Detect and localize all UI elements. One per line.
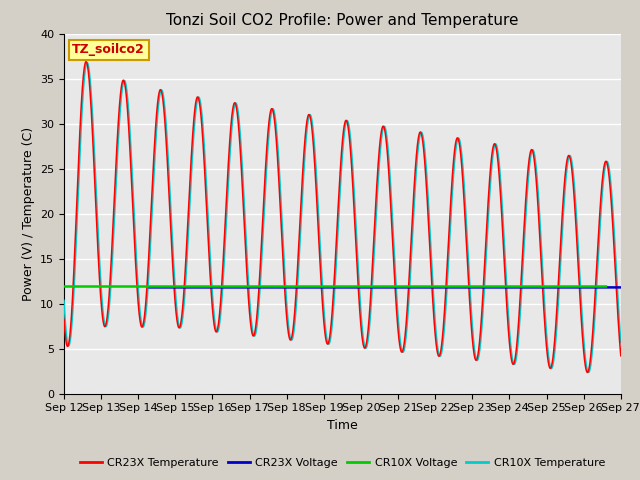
Title: Tonzi Soil CO2 Profile: Power and Temperature: Tonzi Soil CO2 Profile: Power and Temper… [166, 13, 518, 28]
Legend: CR23X Temperature, CR23X Voltage, CR10X Voltage, CR10X Temperature: CR23X Temperature, CR23X Voltage, CR10X … [75, 453, 610, 472]
X-axis label: Time: Time [327, 419, 358, 432]
Text: TZ_soilco2: TZ_soilco2 [72, 43, 145, 56]
Y-axis label: Power (V) / Temperature (C): Power (V) / Temperature (C) [22, 127, 35, 300]
